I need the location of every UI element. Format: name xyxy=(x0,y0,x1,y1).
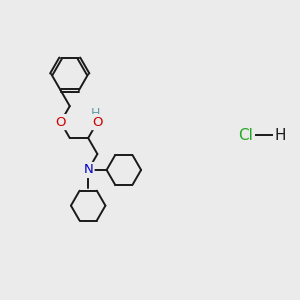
Text: O: O xyxy=(92,116,103,129)
Text: H: H xyxy=(274,128,286,142)
Text: H: H xyxy=(91,107,101,120)
Text: Cl: Cl xyxy=(238,128,253,142)
Text: O: O xyxy=(55,116,66,129)
Text: N: N xyxy=(83,164,93,176)
